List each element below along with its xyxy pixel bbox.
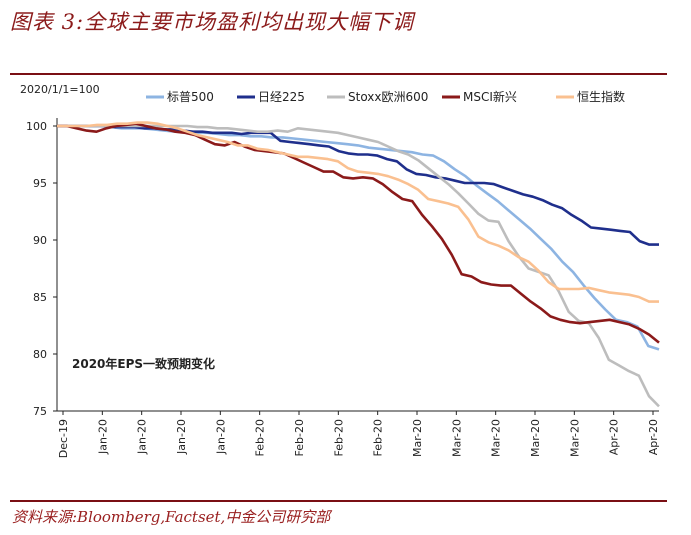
x-tick-label: Mar-20 [411,419,424,457]
series-line-4 [57,121,659,303]
y-tick-label: 80 [33,348,47,361]
top-rule [10,73,667,75]
x-tick-label: Mar-20 [568,419,581,457]
x-tick-label: Feb-20 [293,419,306,456]
legend-label: 标普500 [167,90,214,104]
series-line-0 [57,124,660,351]
axes: 100 95 90 85 80 75 Dec-19 Jan-20 Jan-20 Jan-20 Jan… [26,118,660,458]
chart-annotation: 2020年EPS一致预期变化 [72,356,215,371]
x-tick-label: Dec-19 [57,419,70,458]
y-tick-label: 75 [33,405,47,418]
series-line-3 [57,122,660,344]
legend-label: 日经225 [258,90,305,104]
source-note: 资料来源:Bloomberg,Factset,中金公司研究部 [12,508,331,526]
y-tick-label: 95 [33,177,47,190]
x-tick-label: Jan-20 [175,419,188,455]
y-tick-label: 90 [33,234,47,247]
x-tick-label: Feb-20 [254,419,267,456]
x-tick-label: Feb-20 [332,419,345,456]
base-label: 2020/1/1=100 [20,83,100,96]
x-tick-label: Mar-20 [529,419,542,457]
x-tick-label: Jan-20 [136,419,149,455]
x-tick-label: Jan-20 [214,419,227,455]
y-tick-label: 85 [33,291,47,304]
x-tick-label: Apr-20 [608,419,621,455]
series-line-1 [57,124,659,246]
legend-label: MSCI新兴 [463,89,517,104]
x-tick-label: Mar-20 [450,419,463,457]
page-title: 图表 3:全球主要市场盈利均出现大幅下调 [10,10,415,34]
legend: 标普500 日经225 Stoxx欧洲600 MSCI新兴 恒生指数 [146,89,625,104]
series-line-2 [57,124,660,408]
bottom-rule [10,500,667,502]
x-tick-label: Apr-20 [647,419,660,455]
y-tick-label: 100 [26,120,47,133]
x-tick-label: Feb-20 [372,419,385,456]
legend-label: 恒生指数 [577,89,625,104]
x-tick-label: Mar-20 [490,419,503,457]
x-tick-label: Jan-20 [96,419,109,455]
series-lines [57,121,660,408]
legend-label: Stoxx欧洲600 [348,90,428,104]
